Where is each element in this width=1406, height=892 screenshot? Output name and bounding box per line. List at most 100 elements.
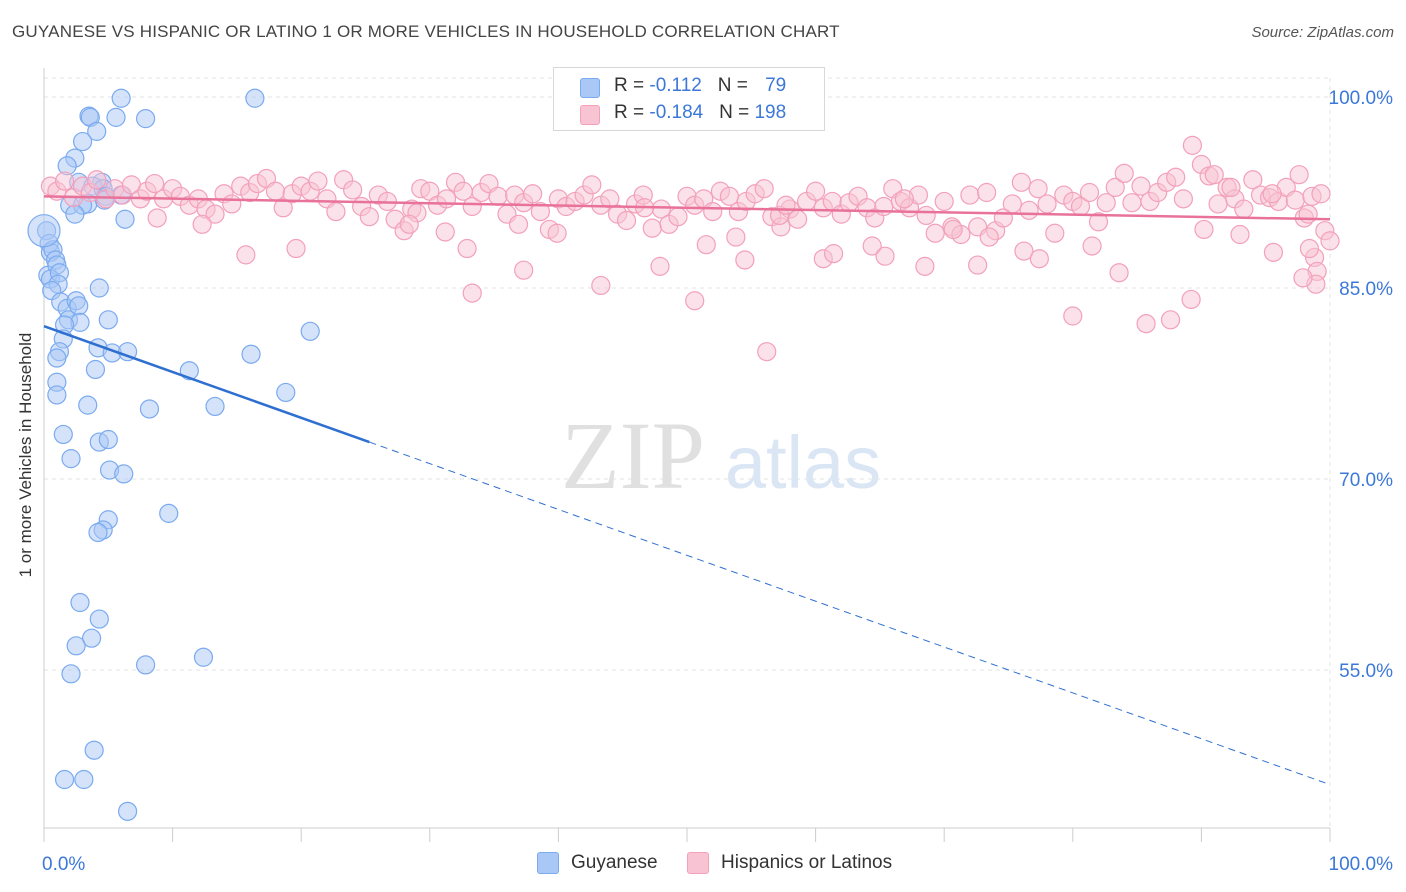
y-tick-label: 85.0% <box>1339 279 1393 300</box>
hispanic-point <box>1160 310 1181 330</box>
hispanic-point <box>1011 172 1031 192</box>
hispanic-point <box>668 207 688 227</box>
hispanic-point <box>1105 177 1125 198</box>
hispanic-point <box>1082 236 1102 256</box>
guyanese-point <box>193 647 214 667</box>
hispanic-point <box>286 238 306 259</box>
hispanic-point <box>1136 314 1156 334</box>
legend-n-value: 198 <box>754 102 787 123</box>
hispanic-trend-line <box>43 195 1331 221</box>
hispanic-point <box>943 219 963 240</box>
guyanese-point <box>65 204 85 224</box>
series-legend: Guyanese Hispanics or Latinos <box>0 852 1406 878</box>
hispanic-point <box>862 236 882 256</box>
hispanic-point <box>435 222 455 242</box>
legend-r-label: R = <box>614 102 650 123</box>
hispanic-point <box>1263 242 1284 262</box>
hispanic-point <box>1002 194 1022 214</box>
guyanese-point <box>114 464 134 484</box>
guyanese-point <box>135 109 156 129</box>
hispanic-point <box>1299 238 1320 259</box>
hispanic-point <box>1285 190 1305 210</box>
guyanese-point <box>276 382 296 403</box>
hispanic-point <box>977 182 997 203</box>
hispanic-point <box>960 185 980 205</box>
hispanic-point <box>685 291 705 311</box>
guyanese-point <box>47 385 67 405</box>
guyanese-trend-line <box>43 325 370 444</box>
hispanic-point <box>582 175 602 195</box>
hispanic-point <box>236 245 256 265</box>
guyanese-point <box>300 321 320 341</box>
hispanic-point <box>1114 163 1134 183</box>
guyanese-point <box>117 801 138 821</box>
hispanic-point <box>1230 224 1250 245</box>
guyanese-point <box>205 396 225 417</box>
hispanic-point <box>1045 223 1065 243</box>
hispanic-point <box>726 227 746 247</box>
guyanese-point <box>139 399 160 419</box>
hispanic-point <box>642 218 662 238</box>
hispanic-point <box>875 246 895 266</box>
hispanic-point <box>343 180 363 200</box>
hispanic-point <box>591 275 611 296</box>
hispanic-point <box>934 191 954 212</box>
guyanese-point <box>106 107 126 127</box>
guyanese-point <box>115 209 135 229</box>
hispanic-point <box>1289 165 1309 185</box>
hispanic-point <box>1234 199 1254 219</box>
hispanic-point <box>1320 231 1340 251</box>
guyanese-point <box>89 609 109 629</box>
axes <box>43 68 1331 842</box>
guyanese-point <box>47 348 67 368</box>
hispanic-point <box>436 189 457 209</box>
hispanic-point <box>205 204 225 224</box>
legend-r-label: R = <box>614 75 650 96</box>
guyanese-point <box>69 296 89 316</box>
hispanic-point <box>1204 165 1224 185</box>
stats-legend: R = -0.112 N = 79 R = -0.184 N = 198 <box>553 67 825 131</box>
hispanic-point <box>273 198 293 218</box>
guyanese-point <box>54 769 75 790</box>
hispanic-point <box>508 214 529 234</box>
guyanese-point <box>70 592 90 613</box>
trend-lines <box>43 195 1331 786</box>
hispanic-point <box>1194 219 1214 240</box>
hispanic-point <box>696 235 716 255</box>
hispanic-point <box>514 260 534 280</box>
hispanic-point <box>1173 189 1193 209</box>
hispanic-point <box>547 223 567 243</box>
hispanic-point <box>616 210 637 231</box>
guyanese-point <box>74 769 94 790</box>
hispanic-point <box>1208 194 1228 214</box>
guyanese-point <box>27 214 61 248</box>
guyanese-point <box>78 395 98 415</box>
hispanic-point <box>1019 200 1039 220</box>
hispanic-point <box>1122 193 1142 213</box>
hispanic-point <box>1298 204 1318 224</box>
chart-title: GUYANESE VS HISPANIC OR LATINO 1 OR MORE… <box>12 22 840 41</box>
legend-item-guyanese: Guyanese <box>537 852 658 874</box>
x-tick-label: 0.0% <box>42 854 85 875</box>
legend-n-label: N = <box>717 75 754 96</box>
watermark: ZIP atlas <box>561 402 881 509</box>
hispanic-point <box>488 186 508 206</box>
hispanic-point <box>1037 194 1057 214</box>
hispanic-point <box>1131 176 1151 196</box>
hispanic-point <box>462 196 482 217</box>
hispanic-point <box>874 196 894 217</box>
guyanese-point <box>61 664 81 684</box>
y-tick-label: 70.0% <box>1339 470 1393 491</box>
hispanic-point <box>1029 249 1049 269</box>
guyanese-point <box>61 449 81 469</box>
hispanic-point <box>192 214 212 234</box>
guyanese-point <box>245 88 265 108</box>
legend-r-value: -0.112 <box>649 75 702 96</box>
legend-n-value: 79 <box>765 75 787 96</box>
guyanese-trend-extension <box>369 441 1331 786</box>
guyanese-point <box>72 131 93 152</box>
legend-swatch-hispanic <box>687 852 709 874</box>
guyanese-point <box>159 503 179 523</box>
hispanic-point <box>1088 212 1109 232</box>
